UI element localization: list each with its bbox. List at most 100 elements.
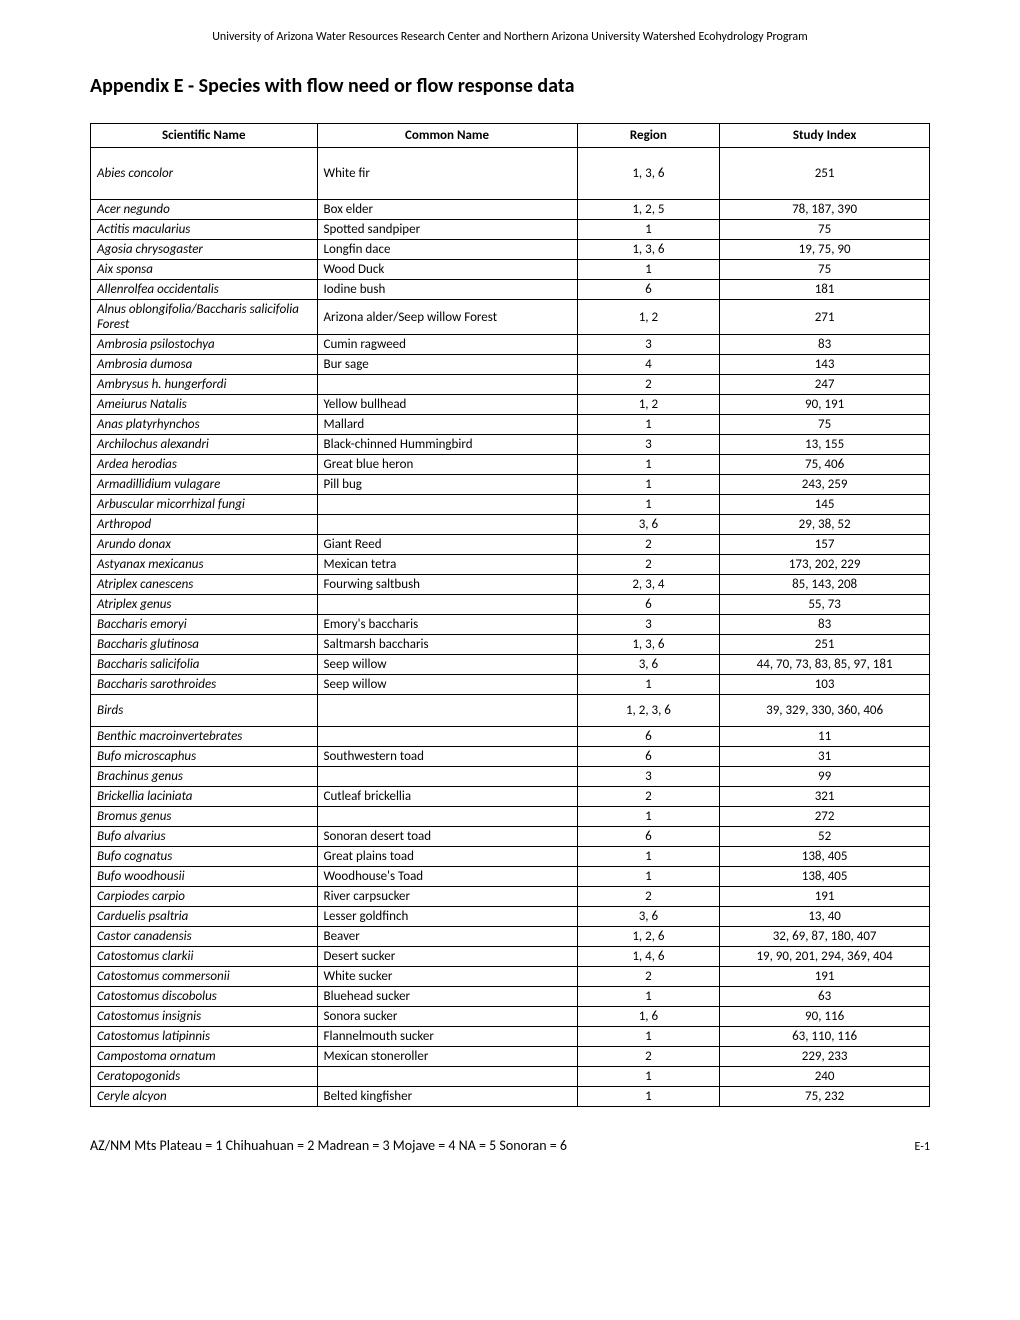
cell-scientific: Astyanax mexicanus — [91, 555, 318, 575]
table-row: Carpiodes carpioRiver carpsucker2191 — [91, 887, 930, 907]
cell-region: 1 — [577, 1087, 720, 1107]
cell-study: 145 — [720, 495, 930, 515]
cell-study: 191 — [720, 967, 930, 987]
cell-study: 191 — [720, 887, 930, 907]
cell-common — [317, 595, 577, 615]
cell-region: 1 — [577, 1027, 720, 1047]
cell-study: 75 — [720, 220, 930, 240]
cell-scientific: Catostomus insignis — [91, 1007, 318, 1027]
table-row: Benthic macroinvertebrates611 — [91, 727, 930, 747]
cell-scientific: Baccharis glutinosa — [91, 635, 318, 655]
cell-study: 321 — [720, 787, 930, 807]
cell-study: 75 — [720, 415, 930, 435]
cell-region: 2 — [577, 1047, 720, 1067]
table-row: Baccharis salicifoliaSeep willow3, 644, … — [91, 655, 930, 675]
cell-region: 3, 6 — [577, 655, 720, 675]
cell-region: 1, 2, 3, 6 — [577, 695, 720, 727]
cell-common: White sucker — [317, 967, 577, 987]
cell-scientific: Armadillidium vulagare — [91, 475, 318, 495]
cell-region: 1, 6 — [577, 1007, 720, 1027]
cell-study: 19, 75, 90 — [720, 240, 930, 260]
cell-scientific: Arundo donax — [91, 535, 318, 555]
cell-common — [317, 515, 577, 535]
cell-scientific: Catostomus commersonii — [91, 967, 318, 987]
cell-region: 2 — [577, 887, 720, 907]
cell-region: 3 — [577, 335, 720, 355]
cell-study: 90, 116 — [720, 1007, 930, 1027]
cell-scientific: Bufo woodhousii — [91, 867, 318, 887]
table-row: Ceratopogonids1240 — [91, 1067, 930, 1087]
cell-region: 1 — [577, 987, 720, 1007]
cell-study: 138, 405 — [720, 847, 930, 867]
table-row: Bufo alvariusSonoran desert toad652 — [91, 827, 930, 847]
cell-study: 181 — [720, 280, 930, 300]
cell-region: 2 — [577, 375, 720, 395]
cell-region: 2, 3, 4 — [577, 575, 720, 595]
table-row: Baccharis glutinosaSaltmarsh baccharis1,… — [91, 635, 930, 655]
table-row: Baccharis sarothroidesSeep willow1103 — [91, 675, 930, 695]
cell-common: Bluehead sucker — [317, 987, 577, 1007]
table-row: Actitis maculariusSpotted sandpiper175 — [91, 220, 930, 240]
cell-region: 1, 4, 6 — [577, 947, 720, 967]
page-title: Appendix E - Species with flow need or f… — [90, 74, 930, 98]
page-header: University of Arizona Water Resources Re… — [90, 30, 930, 44]
cell-scientific: Bromus genus — [91, 807, 318, 827]
cell-common — [317, 695, 577, 727]
cell-scientific: Bufo cognatus — [91, 847, 318, 867]
cell-scientific: Alnus oblongifolia/Baccharis salicifolia… — [91, 300, 318, 335]
cell-scientific: Catostomus clarkii — [91, 947, 318, 967]
table-row: Ambrosia psilostochyaCumin ragweed383 — [91, 335, 930, 355]
cell-scientific: Brachinus genus — [91, 767, 318, 787]
table-row: Bufo microscaphusSouthwestern toad631 — [91, 747, 930, 767]
cell-study: 90, 191 — [720, 395, 930, 415]
cell-scientific: Anas platyrhynchos — [91, 415, 318, 435]
cell-study: 78, 187, 390 — [720, 200, 930, 220]
cell-scientific: Bufo microscaphus — [91, 747, 318, 767]
cell-study: 272 — [720, 807, 930, 827]
table-row: Ceryle alcyonBelted kingfisher175, 232 — [91, 1087, 930, 1107]
footer-legend: AZ/NM Mts Plateau = 1 Chihuahuan = 2 Mad… — [90, 1137, 567, 1154]
cell-scientific: Benthic macroinvertebrates — [91, 727, 318, 747]
cell-scientific: Acer negundo — [91, 200, 318, 220]
cell-study: 11 — [720, 727, 930, 747]
table-row: Agosia chrysogasterLongfin dace1, 3, 619… — [91, 240, 930, 260]
cell-region: 1 — [577, 475, 720, 495]
cell-common: Bur sage — [317, 355, 577, 375]
col-scientific: Scientific Name — [91, 124, 318, 148]
cell-study: 271 — [720, 300, 930, 335]
table-row: Campostoma ornatumMexican stoneroller222… — [91, 1047, 930, 1067]
cell-common: Giant Reed — [317, 535, 577, 555]
cell-region: 3 — [577, 615, 720, 635]
cell-region: 1, 2 — [577, 395, 720, 415]
cell-region: 6 — [577, 280, 720, 300]
cell-region: 1 — [577, 867, 720, 887]
cell-region: 2 — [577, 535, 720, 555]
cell-scientific: Catostomus latipinnis — [91, 1027, 318, 1047]
cell-common: Wood Duck — [317, 260, 577, 280]
cell-study: 13, 155 — [720, 435, 930, 455]
cell-study: 251 — [720, 148, 930, 200]
cell-common: Cumin ragweed — [317, 335, 577, 355]
cell-scientific: Ardea herodias — [91, 455, 318, 475]
cell-scientific: Ambrosia dumosa — [91, 355, 318, 375]
cell-common: Spotted sandpiper — [317, 220, 577, 240]
cell-study: 63 — [720, 987, 930, 1007]
cell-region: 2 — [577, 555, 720, 575]
table-row: Baccharis emoryiEmory's baccharis383 — [91, 615, 930, 635]
cell-scientific: Baccharis sarothroides — [91, 675, 318, 695]
cell-scientific: Carpiodes carpio — [91, 887, 318, 907]
cell-region: 3 — [577, 767, 720, 787]
cell-study: 173, 202, 229 — [720, 555, 930, 575]
cell-region: 1, 2 — [577, 300, 720, 335]
cell-common: Sonora sucker — [317, 1007, 577, 1027]
cell-common — [317, 767, 577, 787]
table-row: Alnus oblongifolia/Baccharis salicifolia… — [91, 300, 930, 335]
table-row: Atriplex genus655, 73 — [91, 595, 930, 615]
cell-scientific: Agosia chrysogaster — [91, 240, 318, 260]
table-row: Aix sponsaWood Duck175 — [91, 260, 930, 280]
cell-common: Seep willow — [317, 675, 577, 695]
cell-common: Cutleaf brickellia — [317, 787, 577, 807]
cell-region: 1 — [577, 495, 720, 515]
cell-region: 2 — [577, 787, 720, 807]
table-row: Brickellia laciniataCutleaf brickellia23… — [91, 787, 930, 807]
